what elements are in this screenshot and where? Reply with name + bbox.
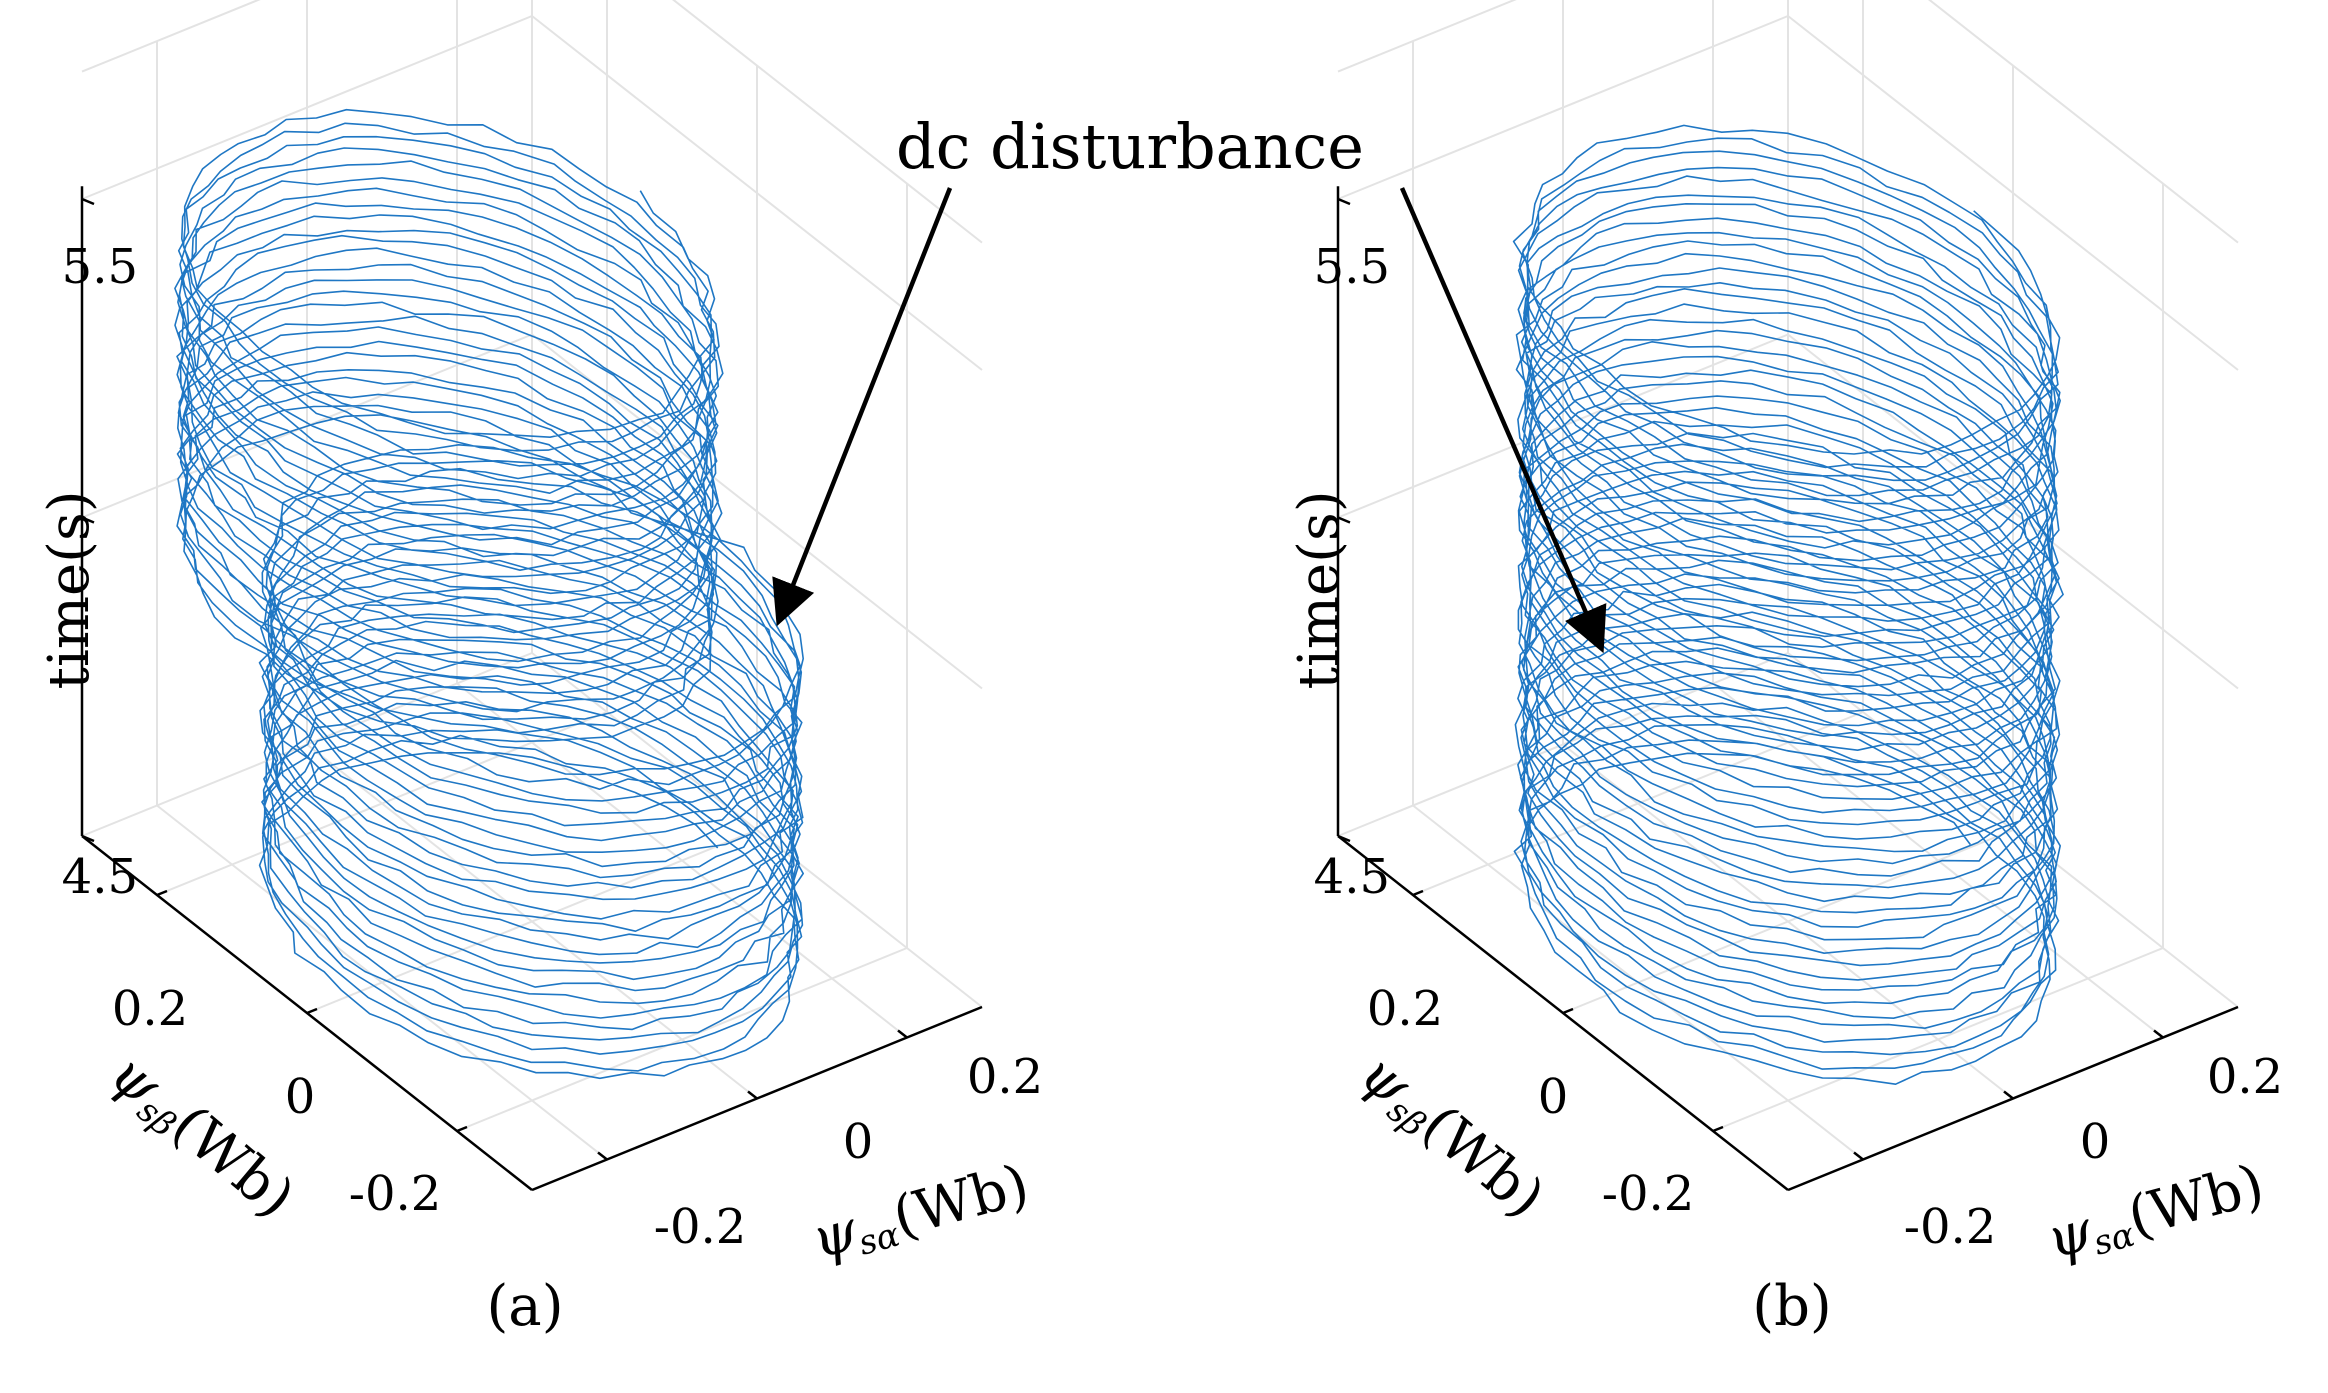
grid-b <box>1337 0 2239 1161</box>
z-tick-mark-2 <box>81 197 95 206</box>
sidewall-grid-z-2 <box>531 15 983 371</box>
z-axis-label-b: time(s) <box>1287 490 1352 689</box>
svg-text:ψsα(Wb): ψsα(Wb) <box>805 1152 1037 1275</box>
x-tick-mark-1 <box>2003 1090 2014 1100</box>
y-tick-zero-b: 0 <box>1538 1069 1569 1125</box>
x-axis-symbol-b: ψ <box>2040 1198 2100 1272</box>
axes-box-a <box>80 186 983 1192</box>
x-tick-pos-b: 0.2 <box>2207 1049 2283 1105</box>
backwall-grid-z-3 <box>81 0 261 73</box>
y-tick-pos-a: 0.2 <box>112 981 188 1037</box>
y-tick-mark-1 <box>306 1007 318 1015</box>
flux-trajectory-b <box>1512 124 2064 1085</box>
x-axis-symbol-a: ψ <box>805 1198 865 1272</box>
y-tick-mark-1 <box>1562 1007 1574 1015</box>
y-tick-mark-2 <box>1412 889 1424 897</box>
panel-a: 5.5 4.5 time(s) 0.2 0 -0.2 ψsβ(Wb) -0.2 … <box>37 0 1043 1339</box>
z-tick-bottom-b: 4.5 <box>1314 849 1390 905</box>
z-axis-label-a: time(s) <box>37 490 102 689</box>
caption-b: (b) <box>1752 1274 1832 1339</box>
y-tick-neg-b: -0.2 <box>1602 1166 1695 1222</box>
x-axis-label-b: ψsα(Wb) <box>2040 1152 2272 1275</box>
x-tick-neg-a: -0.2 <box>654 1199 747 1255</box>
x-tick-mark-2 <box>897 1029 908 1039</box>
backwall-grid-z-2 <box>81 15 533 200</box>
sidewall-grid-z-2 <box>1787 15 2239 371</box>
annotation-arrow-b <box>1399 187 1607 654</box>
x-axis-unit-b: (Wb) <box>2121 1152 2270 1250</box>
panel-b: 5.5 4.5 time(s) 0.2 0 -0.2 ψsβ(Wb) -0.2 … <box>1287 0 2283 1339</box>
x-tick-mark-0 <box>1853 1151 1864 1161</box>
y-tick-mark-0 <box>456 1125 468 1133</box>
sidewall-grid-z-0 <box>531 652 983 1008</box>
z-tick-mark-1 <box>81 516 95 524</box>
z-tick-mark-0 <box>1337 834 1351 843</box>
z-tick-mark-1 <box>1337 516 1351 524</box>
annotation-label: dc disturbance <box>896 110 1364 183</box>
y-tick-mark-2 <box>156 889 168 897</box>
x-tick-neg-b: -0.2 <box>1904 1199 1997 1255</box>
svg-text:ψsβ(Wb): ψsβ(Wb) <box>1346 1041 1557 1233</box>
z-tick-mark-2 <box>1337 197 1351 206</box>
sidewall-grid-z-3 <box>1927 0 2239 244</box>
floor-grid-y-2 <box>156 711 608 896</box>
backwall-grid-z-2 <box>1337 15 1789 200</box>
trace-b <box>1512 124 2064 1085</box>
floor-grid-y-1 <box>1562 829 2014 1014</box>
y-tick-pos-b: 0.2 <box>1367 981 1443 1037</box>
x-tick-pos-a: 0.2 <box>967 1049 1043 1105</box>
y-tick-zero-a: 0 <box>285 1069 316 1125</box>
x-tick-zero-b: 0 <box>2080 1114 2111 1170</box>
sidewall-grid-z-1 <box>531 333 983 690</box>
flux-trajectory-a <box>174 108 804 1080</box>
z-tick-top-b: 5.5 <box>1314 239 1390 295</box>
sidewall-grid-z-1 <box>1787 333 2239 690</box>
axes-box-b <box>1336 186 2239 1192</box>
y-axis-label-b: ψsβ(Wb) <box>1346 1041 1557 1233</box>
z-tick-top-a: 5.5 <box>62 239 138 295</box>
x-axis-label-a: ψsα(Wb) <box>805 1152 1037 1275</box>
x-tick-zero-a: 0 <box>843 1114 874 1170</box>
sidewall-grid-z-3 <box>671 0 983 244</box>
svg-text:ψsα(Wb): ψsα(Wb) <box>2040 1152 2272 1275</box>
x-tick-mark-2 <box>2153 1029 2164 1039</box>
annotation-arrow-a <box>772 187 953 627</box>
x-tick-mark-1 <box>747 1090 758 1100</box>
floor-grid-y-2 <box>1412 711 1864 896</box>
z-tick-mark-0 <box>81 834 95 843</box>
floor-grid-x-2 <box>456 682 908 1039</box>
caption-a: (a) <box>486 1274 563 1339</box>
z-tick-bottom-a: 4.5 <box>62 849 138 905</box>
backwall-grid-z-3 <box>1337 0 1517 73</box>
trace-a <box>174 108 804 1080</box>
y-axis-label-a: ψsβ(Wb) <box>96 1041 307 1233</box>
y-tick-mark-0 <box>1712 1125 1724 1133</box>
x-tick-mark-0 <box>597 1151 608 1161</box>
x-axis-unit-a: (Wb) <box>886 1152 1035 1250</box>
y-tick-neg-a: -0.2 <box>349 1166 442 1222</box>
svg-text:ψsβ(Wb): ψsβ(Wb) <box>96 1041 307 1233</box>
